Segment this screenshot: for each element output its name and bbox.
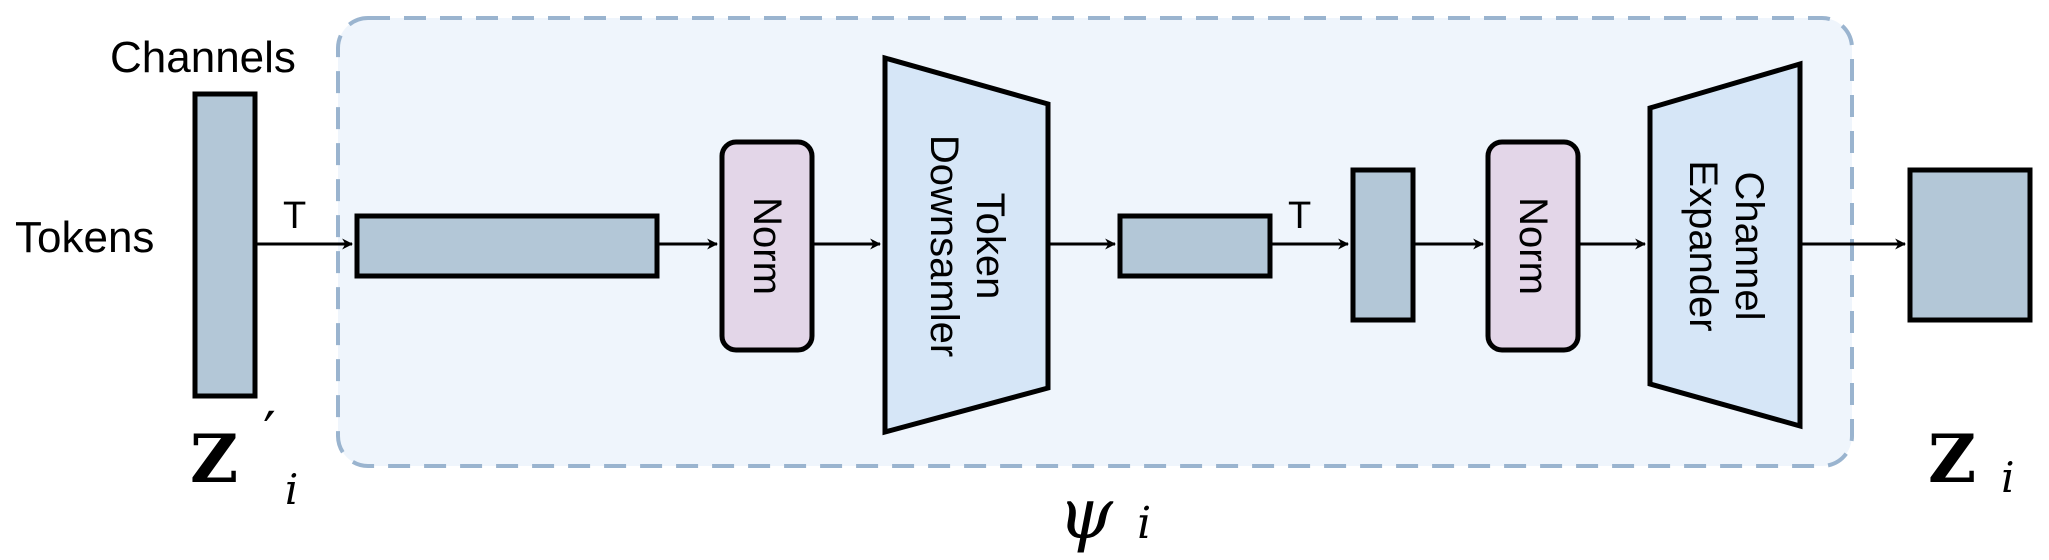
input-math-base: Z bbox=[190, 420, 238, 498]
module-math-label: ψ i bbox=[1058, 473, 1151, 555]
token-downsampler-block bbox=[882, 54, 1051, 436]
module-math-base: ψ bbox=[1058, 473, 1114, 555]
output-tensor bbox=[1907, 167, 2033, 323]
transposed-tensor bbox=[354, 213, 660, 279]
downsampler-label-line1: Token bbox=[968, 193, 1012, 300]
output-math-label: Z i bbox=[1928, 420, 2015, 502]
norm-label-1: Norm bbox=[745, 197, 789, 295]
transpose-label-2: T bbox=[1288, 195, 1311, 237]
module-math-sub: i bbox=[1137, 498, 1151, 549]
channels-label: Channels bbox=[110, 33, 296, 82]
norm-block-1 bbox=[719, 139, 815, 353]
input-tensor bbox=[192, 91, 258, 399]
small-transposed-tensor bbox=[1350, 167, 1416, 323]
psi-module-region bbox=[336, 16, 1854, 468]
expander-label-line2: Expander bbox=[1681, 160, 1725, 331]
channel-expander-block bbox=[1647, 60, 1803, 430]
transpose-label-1: T bbox=[283, 195, 306, 237]
input-math-label: Z ′ i bbox=[190, 390, 299, 514]
norm-label-2: Norm bbox=[1511, 197, 1555, 295]
downsampler-label-line2: Downsamler bbox=[922, 135, 966, 357]
output-math-sub: i bbox=[2001, 453, 2014, 502]
reduced-tensor bbox=[1117, 213, 1273, 279]
output-math-base: Z bbox=[1928, 420, 1976, 498]
norm-block-2 bbox=[1485, 139, 1581, 353]
input-math-sub: i bbox=[285, 465, 298, 514]
tokens-label: Tokens bbox=[15, 213, 154, 262]
input-math-prime: ′ bbox=[263, 401, 276, 466]
expander-label-line1: Channel bbox=[1727, 171, 1771, 320]
